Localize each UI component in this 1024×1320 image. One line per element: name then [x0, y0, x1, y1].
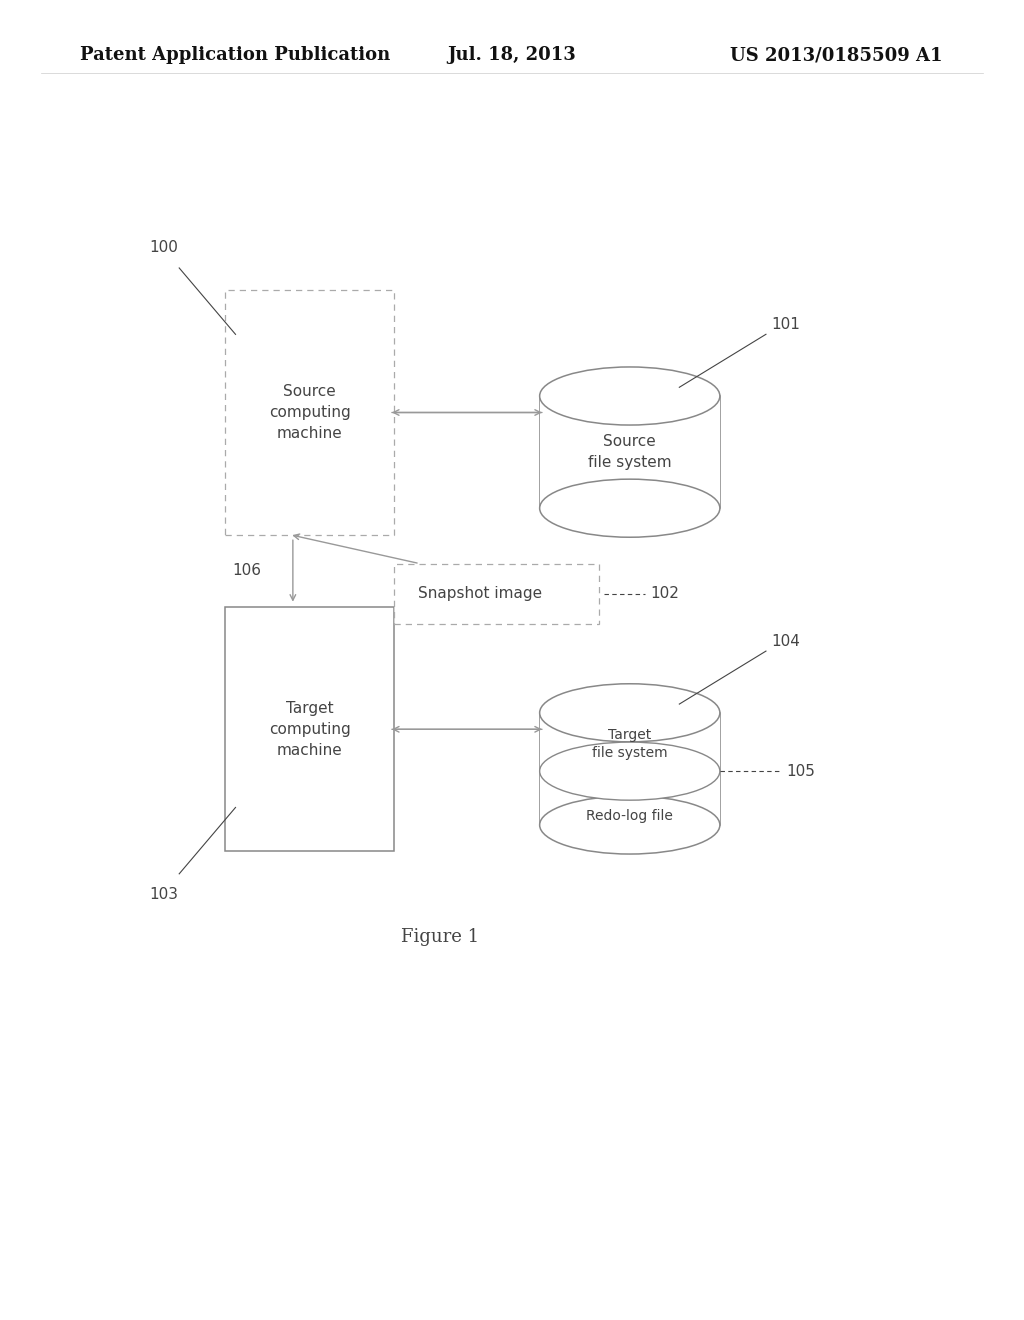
- Ellipse shape: [540, 479, 720, 537]
- Bar: [540, 713, 720, 825]
- Text: Patent Application Publication: Patent Application Publication: [80, 46, 390, 65]
- Text: Jul. 18, 2013: Jul. 18, 2013: [447, 46, 577, 65]
- Bar: [540, 396, 720, 508]
- Ellipse shape: [540, 367, 720, 425]
- Ellipse shape: [540, 742, 720, 800]
- Text: Figure 1: Figure 1: [401, 928, 479, 946]
- Text: 102: 102: [650, 586, 679, 602]
- Text: 100: 100: [150, 240, 178, 255]
- Text: Snapshot image: Snapshot image: [418, 586, 543, 602]
- Text: US 2013/0185509 A1: US 2013/0185509 A1: [729, 46, 942, 65]
- Bar: [225, 607, 394, 851]
- Text: Source
file system: Source file system: [588, 434, 672, 470]
- Text: 101: 101: [771, 317, 800, 333]
- Text: Target
file system: Target file system: [592, 729, 668, 760]
- Text: 103: 103: [150, 887, 178, 902]
- Text: Redo-log file: Redo-log file: [587, 809, 673, 824]
- Bar: [225, 290, 394, 535]
- Ellipse shape: [540, 684, 720, 742]
- Bar: [394, 564, 599, 624]
- Text: Source
computing
machine: Source computing machine: [269, 384, 350, 441]
- Text: Target
computing
machine: Target computing machine: [269, 701, 350, 758]
- Text: 105: 105: [786, 764, 815, 779]
- Text: 106: 106: [232, 564, 261, 578]
- Ellipse shape: [540, 796, 720, 854]
- Text: 104: 104: [771, 634, 800, 649]
